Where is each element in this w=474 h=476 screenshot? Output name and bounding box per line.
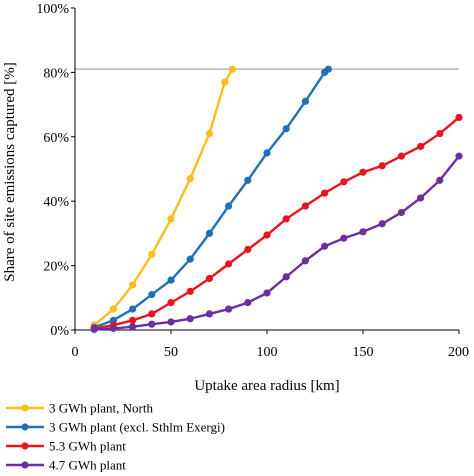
legend-item: 5.3 GWh plant <box>6 439 126 454</box>
data-point <box>321 189 329 197</box>
data-point <box>263 149 271 157</box>
series-1 <box>90 65 237 329</box>
y-tick-label: 0% <box>50 324 69 339</box>
data-point <box>417 194 425 202</box>
data-point <box>359 168 367 176</box>
data-point <box>228 65 237 73</box>
data-point <box>397 208 405 217</box>
legend-swatch-marker <box>21 442 29 450</box>
data-point <box>321 242 329 250</box>
data-point <box>359 228 367 236</box>
data-point <box>378 220 386 228</box>
series-line <box>94 155 460 331</box>
data-point <box>225 305 233 313</box>
legend-item: 4.7 GWh plant <box>6 458 126 473</box>
data-point <box>129 281 137 289</box>
y-axis-title: Share of site emissions captured [%] <box>2 62 18 282</box>
data-point <box>225 202 233 210</box>
data-point <box>167 318 175 326</box>
data-point <box>129 323 137 331</box>
data-point <box>301 202 309 210</box>
data-point <box>436 129 444 138</box>
data-point <box>301 257 309 265</box>
data-point <box>186 287 194 295</box>
data-point <box>221 78 229 86</box>
data-point <box>129 316 137 324</box>
legend-item: 3 GWh plant (excl. Sthlm Exergi) <box>6 420 225 435</box>
data-point <box>186 175 194 183</box>
data-point <box>282 273 290 281</box>
data-point <box>244 176 252 184</box>
data-point <box>455 152 463 160</box>
data-point <box>263 231 271 239</box>
data-point <box>205 129 213 138</box>
data-point <box>148 290 156 299</box>
series-line <box>93 68 330 329</box>
data-point <box>129 305 137 313</box>
legend-swatch-marker <box>21 423 29 431</box>
series-3 <box>90 113 463 332</box>
data-point <box>205 310 213 318</box>
series-4 <box>90 152 463 333</box>
data-point <box>301 97 309 105</box>
legend-label: 5.3 GWh plant <box>49 439 126 454</box>
y-tick-label: 100% <box>36 2 69 17</box>
legend-label: 4.7 GWh plant <box>49 458 126 473</box>
data-point <box>340 234 348 242</box>
y-tick-label: 60% <box>43 131 69 146</box>
series-layer <box>90 65 463 333</box>
data-point <box>282 215 290 223</box>
legend-label: 3 GWh plant, North <box>49 401 153 416</box>
data-point <box>397 152 405 160</box>
x-tick-label: 200 <box>448 345 469 360</box>
series-2 <box>90 65 333 332</box>
data-point <box>167 299 175 307</box>
legend-item: 3 GWh plant, North <box>6 401 153 416</box>
data-point <box>324 65 333 73</box>
data-point <box>167 276 175 284</box>
data-point <box>417 142 425 151</box>
x-tick-label: 100 <box>257 345 278 360</box>
data-point <box>244 299 252 307</box>
legend-swatch-marker <box>21 461 29 469</box>
data-point <box>282 125 290 133</box>
data-point <box>109 305 117 313</box>
data-point <box>148 250 156 258</box>
data-point <box>455 113 463 122</box>
data-point <box>90 325 98 333</box>
x-tick-label: 150 <box>353 345 374 360</box>
y-tick-label: 20% <box>43 260 69 275</box>
data-point <box>186 315 194 323</box>
data-point <box>186 255 194 263</box>
tick-labels: 0% 20% 40% 60% 80% 100% 0 50 100 150 200 <box>36 2 469 360</box>
data-point <box>167 215 175 223</box>
data-point <box>109 324 117 332</box>
data-point <box>436 176 444 184</box>
data-point <box>244 245 252 254</box>
legend: 3 GWh plant, North 3 GWh plant (excl. Sth… <box>6 401 225 473</box>
legend-label: 3 GWh plant (excl. Sthlm Exergi) <box>49 420 225 435</box>
data-point <box>225 260 233 268</box>
data-point <box>205 229 213 237</box>
data-point <box>378 162 386 170</box>
x-axis-title: Uptake area radius [km] <box>194 378 339 394</box>
data-point <box>340 178 348 186</box>
legend-swatch-marker <box>21 404 29 412</box>
data-point <box>148 320 156 328</box>
x-tick-label: 50 <box>164 345 178 360</box>
y-tick-label: 40% <box>43 195 69 210</box>
data-point <box>205 274 213 283</box>
data-point <box>263 289 271 297</box>
y-tick-label: 80% <box>43 66 69 81</box>
x-tick-label: 0 <box>72 345 79 360</box>
data-point <box>148 310 156 318</box>
